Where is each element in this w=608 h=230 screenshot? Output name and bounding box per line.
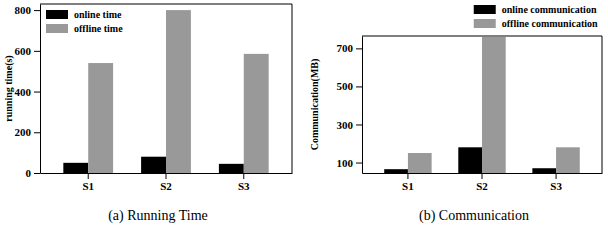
tick-label: S1: [82, 180, 94, 192]
tick-mark: [88, 173, 89, 179]
legend-label: online communication: [502, 4, 597, 15]
axis-line: [362, 37, 363, 174]
legend-swatch: [46, 24, 68, 33]
tick-mark: [482, 173, 483, 179]
bars: [384, 37, 580, 173]
tick-mark: [34, 173, 40, 174]
y-axis: 0 200 400 600 800: [15, 4, 41, 179]
tick: S2: [476, 173, 488, 192]
legend-entry: online communication: [474, 4, 597, 15]
bar: [556, 147, 580, 173]
bar: [532, 168, 556, 173]
tick: S3: [550, 173, 562, 192]
tick-label: S2: [160, 180, 172, 192]
bar: [408, 153, 432, 173]
panel: 100 300 500 700 S1 S2 S3 Communication(MB) (b) C…: [309, 4, 602, 224]
legend: online communication offline communicatio…: [474, 4, 598, 29]
tick-mark: [34, 92, 40, 93]
bar: [384, 169, 408, 173]
panel: 0 200 400 600 800 S1 S2 S3 running time(s) (a) Ru…: [3, 4, 292, 224]
legend-swatch: [46, 10, 68, 19]
frame: [362, 36, 602, 37]
caption: (a) Running Time: [108, 208, 208, 224]
frame: [292, 4, 293, 173]
tick: S1: [402, 173, 414, 192]
tick: 600: [15, 45, 41, 57]
tick-label: S3: [550, 180, 562, 192]
tick-label: S3: [238, 180, 250, 192]
bar: [458, 147, 482, 173]
tick: S2: [160, 173, 172, 192]
legend-entry: online time: [46, 9, 122, 20]
y-axis: 100 300 500 700: [337, 37, 363, 174]
tick: 0: [26, 167, 41, 179]
tick-label: S2: [476, 180, 488, 192]
tick-mark: [356, 124, 362, 125]
axis-line: [40, 5, 41, 174]
legend-entry: offline communication: [474, 18, 598, 29]
tick-mark: [407, 173, 408, 179]
tick-label: 0: [26, 167, 32, 179]
legend-entry: offline time: [46, 23, 123, 34]
bar: [482, 37, 506, 173]
legend-label: offline communication: [502, 18, 598, 29]
tick-label: 500: [337, 80, 354, 92]
tick-label: 100: [337, 157, 354, 169]
bar: [63, 163, 88, 173]
tick-mark: [166, 173, 167, 179]
tick-label: 400: [15, 86, 32, 98]
bar: [88, 63, 113, 173]
tick: S3: [238, 173, 250, 192]
tick-label: 300: [337, 118, 354, 130]
tick: 800: [15, 4, 41, 16]
tick: 400: [15, 86, 41, 98]
tick-mark: [356, 86, 362, 87]
legend: online time offline time: [46, 9, 123, 34]
frame: [602, 36, 603, 173]
legend-label: online time: [74, 9, 122, 20]
tick-label: 200: [15, 126, 32, 138]
caption: (b) Communication: [419, 208, 529, 224]
bar: [141, 157, 166, 173]
frame: [40, 4, 292, 5]
legend-swatch: [474, 19, 496, 28]
tick: 700: [337, 42, 363, 54]
tick-mark: [556, 173, 557, 179]
axis-title: running time(s): [3, 55, 15, 121]
legend-label: offline time: [74, 23, 123, 34]
tick: 500: [337, 80, 363, 92]
tick: S1: [82, 173, 94, 192]
x-axis: S1 S2 S3: [363, 173, 603, 192]
bar: [166, 10, 191, 173]
tick-mark: [356, 163, 362, 164]
tick: 300: [337, 118, 363, 130]
tick-mark: [34, 10, 40, 11]
legend-swatch: [474, 5, 496, 14]
tick-mark: [34, 51, 40, 52]
x-axis: S1 S2 S3: [41, 173, 293, 192]
tick-label: 600: [15, 45, 32, 57]
tick-label: 800: [15, 4, 32, 16]
tick-label: 700: [337, 42, 354, 54]
tick-mark: [243, 173, 244, 179]
tick-mark: [34, 132, 40, 133]
tick-label: S1: [402, 180, 414, 192]
bar: [244, 54, 269, 173]
tick-mark: [356, 48, 362, 49]
tick: 200: [15, 126, 41, 138]
bars: [63, 10, 268, 173]
axis-title: Communication(MB): [309, 59, 321, 151]
bar: [219, 164, 244, 173]
tick: 100: [337, 157, 363, 169]
